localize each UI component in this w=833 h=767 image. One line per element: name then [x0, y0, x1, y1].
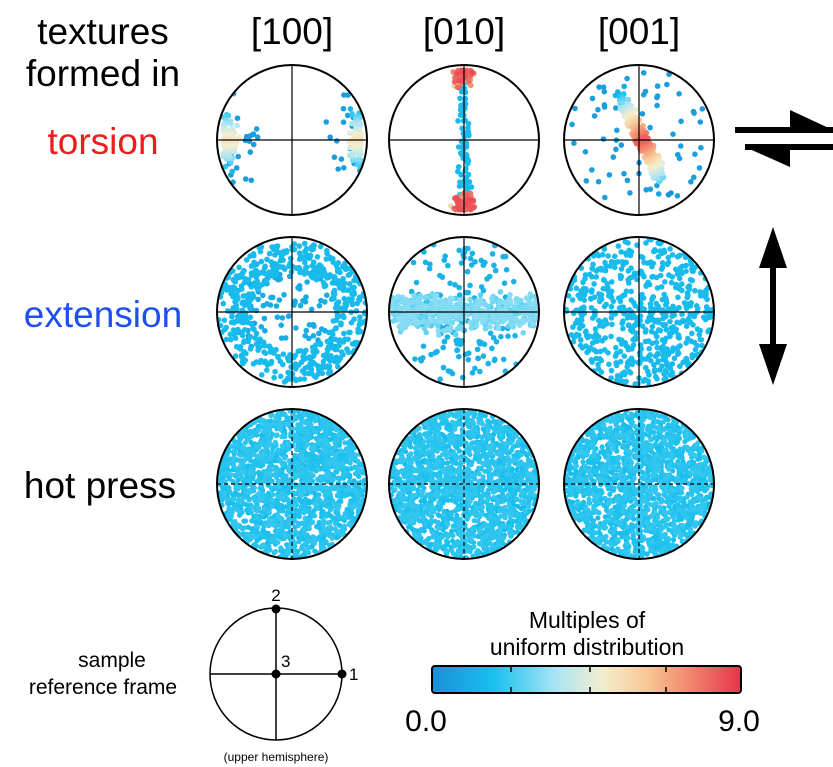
colorbar: [431, 665, 742, 694]
pole-figure-outline: [216, 64, 368, 216]
reference-caption: (upper hemisphere): [224, 750, 329, 764]
axis-3-dot: [271, 669, 281, 679]
vertical-double-arrow-icon: [759, 227, 787, 385]
column-label-010: [010]: [423, 11, 505, 52]
column-label-001: [001]: [598, 11, 680, 52]
pole-figure-torsion-100: [216, 64, 368, 216]
pole-figure-outline: [216, 408, 368, 560]
pole-scatter: [448, 67, 478, 213]
colorbar-title-line1: Multiples of: [529, 607, 646, 633]
shear-arrows-icon: [735, 110, 833, 167]
reference-frame-diagram: 1 2 3: [209, 586, 358, 741]
pole-figure-hot-press-010: [388, 408, 540, 560]
pole-figure-outline: [388, 236, 540, 388]
pole-figure-hot-press-001: [563, 408, 715, 560]
pole-scatter: [220, 90, 364, 185]
pole-scatter: [389, 409, 539, 559]
row-label-torsion: torsion: [47, 121, 158, 162]
colorbar-min-label: 0.0: [405, 705, 447, 738]
pole-figure-outline: [388, 64, 540, 216]
reference-label-line2: reference frame: [29, 676, 177, 699]
axis-3-label: 3: [281, 652, 290, 671]
header-left-line1: textures: [37, 11, 169, 52]
pole-figure-extension-001: [563, 236, 715, 388]
colorbar-title-line2: uniform distribution: [490, 634, 684, 660]
pole-figure-outline: [563, 64, 715, 216]
axis-1-label: 1: [349, 665, 358, 684]
axis-2-label: 2: [271, 586, 280, 605]
row-label-extension: extension: [24, 294, 182, 335]
row-label-hot-press: hot press: [24, 465, 176, 506]
pole-figure-outline: [563, 236, 715, 388]
pole-figure-outline: [216, 236, 368, 388]
pole-figure-hot-press-100: [216, 408, 368, 560]
pole-figure-extension-100: [216, 236, 368, 388]
pole-figure-outline: [388, 408, 540, 560]
pole-figure-extension-010: [388, 236, 540, 388]
pole-figure-torsion-010: [388, 64, 540, 216]
pole-scatter: [564, 409, 714, 559]
axis-2-dot: [271, 604, 281, 614]
colorbar-max-label: 9.0: [718, 705, 760, 738]
header-left-line2: formed in: [26, 53, 180, 94]
column-label-100: [100]: [251, 11, 333, 52]
colorbar-ticks: [510, 666, 667, 693]
axis-1-dot: [337, 669, 347, 679]
reference-label-line1: sample: [78, 649, 146, 672]
pole-figure-outline: [563, 408, 715, 560]
pole-scatter: [569, 70, 706, 201]
pole-figure-torsion-001: [563, 64, 715, 216]
pole-scatter: [217, 240, 367, 385]
